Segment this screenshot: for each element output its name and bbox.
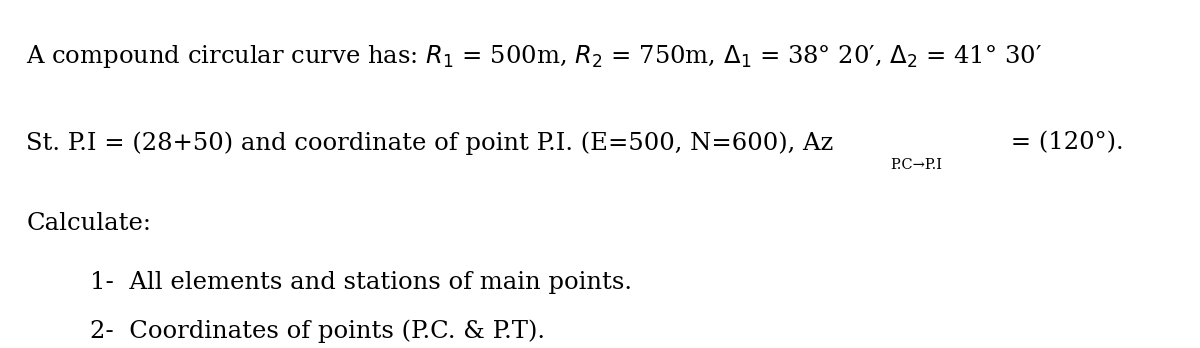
Text: 1-  All elements and stations of main points.: 1- All elements and stations of main poi… (90, 271, 632, 294)
Text: P.C→P.I: P.C→P.I (890, 158, 942, 172)
Text: St. P.I = (28+50) and coordinate of point P.I. (E=500, N=600), Az: St. P.I = (28+50) and coordinate of poin… (26, 131, 834, 155)
Text: Calculate:: Calculate: (26, 212, 151, 235)
Text: A compound circular curve has: $R_1$ = 500m, $R_2$ = 750m, $\Delta_1$ = 38° 20′,: A compound circular curve has: $R_1$ = 5… (26, 43, 1043, 70)
Text: 2-  Coordinates of points (P.C. & P.T).: 2- Coordinates of points (P.C. & P.T). (90, 319, 545, 342)
Text: = (120°).: = (120°). (1003, 132, 1124, 155)
